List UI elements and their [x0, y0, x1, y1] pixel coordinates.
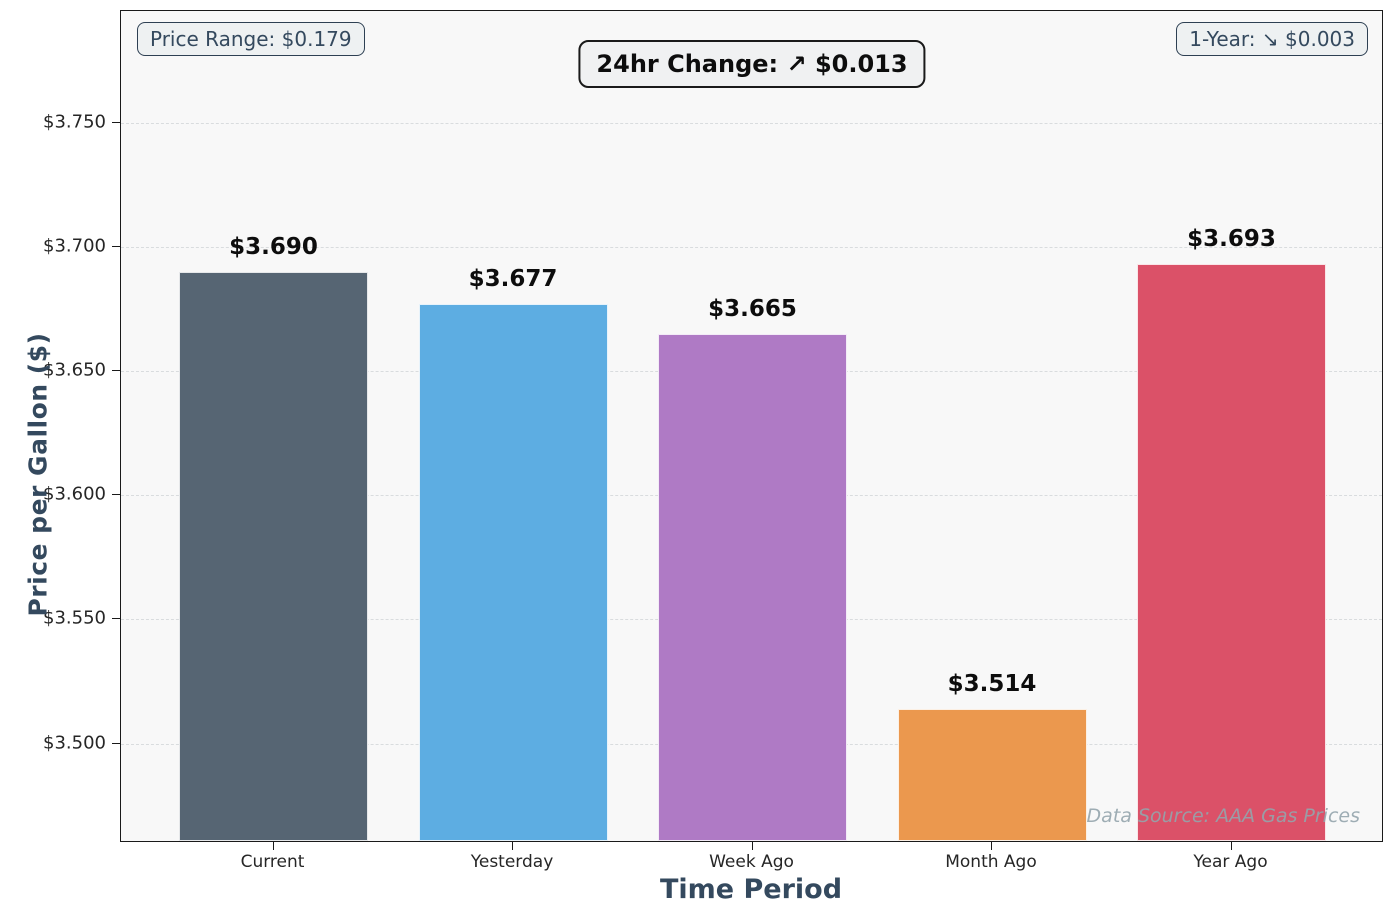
bar-year-ago	[1137, 264, 1326, 842]
one-year-change-badge: 1-Year: ↘ $0.003	[1176, 22, 1368, 56]
y-tick-mark	[112, 121, 120, 123]
y-tick-label: $3.600	[43, 483, 106, 505]
y-tick-mark	[112, 618, 120, 620]
y-tick-label: $3.650	[43, 359, 106, 381]
data-source-watermark: Data Source: AAA Gas Prices	[1086, 805, 1360, 827]
chart-title: 24hr Change: ↗ $0.013	[578, 40, 926, 88]
bar-value-label: $3.690	[229, 233, 318, 260]
x-tick-label-current: Current	[240, 852, 305, 872]
y-tick-mark	[112, 370, 120, 372]
x-tick-label-week-ago: Week Ago	[709, 852, 794, 872]
bar-current	[179, 271, 368, 842]
x-axis-label: Time Period	[659, 874, 843, 905]
bar-yesterday	[418, 304, 608, 842]
x-tick-mark	[272, 842, 274, 850]
y-tick-mark	[112, 245, 120, 247]
bar-value-label: $3.693	[1187, 226, 1276, 253]
y-tick-label: $3.750	[43, 111, 106, 133]
y-tick-label: $3.550	[43, 607, 106, 629]
x-tick-mark	[1230, 842, 1232, 850]
gridline-$3.750	[121, 122, 1382, 124]
x-tick-label-yesterday: Yesterday	[470, 852, 554, 872]
bar-month-ago	[897, 708, 1087, 842]
x-tick-label-month-ago: Month Ago	[945, 852, 1037, 872]
x-tick-mark	[512, 842, 513, 850]
bar-value-label: $3.514	[947, 670, 1037, 697]
y-tick-label: $3.700	[43, 235, 106, 257]
gridline-$3.700	[121, 246, 1382, 248]
y-axis-label: Price per Gallon ($)	[23, 332, 53, 617]
y-tick-mark	[112, 742, 120, 744]
price-range-badge: Price Range: $0.179	[137, 22, 365, 56]
bar-value-label: $3.677	[468, 266, 558, 293]
x-tick-mark	[991, 842, 992, 850]
plot-area: $3.690 $3.677 $3.665 $3.514 $3.693 Data Sour…	[120, 10, 1383, 842]
bar-value-label: $3.665	[708, 295, 797, 322]
y-tick-label: $3.500	[43, 732, 106, 754]
x-tick-label-year-ago: Year Ago	[1193, 852, 1268, 872]
y-tick-mark	[112, 494, 120, 496]
x-tick-mark	[751, 842, 753, 850]
bar-week-ago	[658, 333, 847, 842]
